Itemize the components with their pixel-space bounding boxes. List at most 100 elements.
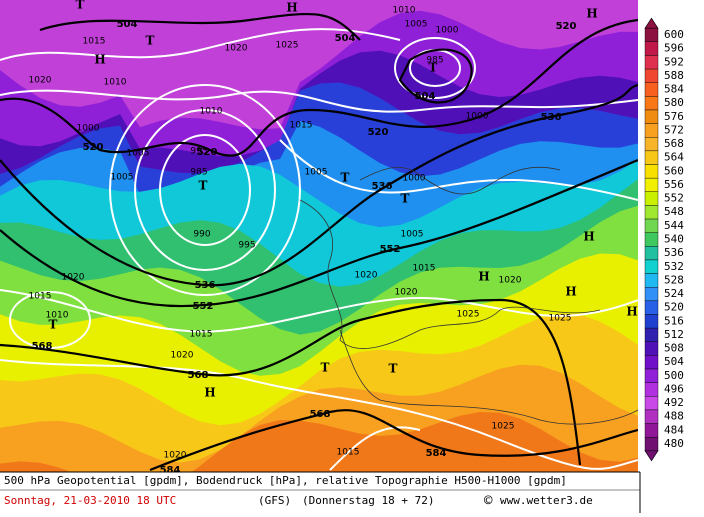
colorbar-cell (644, 355, 659, 370)
colorbar-cell (644, 314, 659, 329)
geopotential-line (0, 83, 638, 287)
colorbar-label: 492 (664, 396, 684, 409)
pressure-center: T (389, 362, 398, 376)
colorbar-cell (644, 68, 659, 83)
isobar (134, 109, 276, 271)
footer-copyright: © (484, 493, 493, 509)
colorbar-label: 544 (664, 219, 684, 232)
colorbar-cell (644, 300, 659, 315)
isobar-label: 1010 (200, 107, 223, 117)
geopotential-line (398, 48, 473, 104)
isobar-label: 1025 (276, 41, 299, 51)
isobar (9, 291, 91, 349)
isobar-label: 1010 (46, 311, 69, 321)
footer-forecast: (Donnerstag 18 + 72) (302, 494, 434, 507)
colorbar-label: 508 (664, 342, 684, 355)
isobar-label: 1020 (355, 271, 378, 281)
isobar-label: 1005 (305, 168, 328, 178)
pressure-center: H (286, 1, 297, 15)
colorbar-cell (644, 41, 659, 56)
isobar-label: 1015 (413, 264, 436, 274)
isobar-label: 1005 (405, 20, 428, 30)
colorbar-cell (644, 191, 659, 206)
isobar (0, 359, 638, 470)
pressure-center: T (76, 0, 85, 12)
pressure-center: T (401, 192, 410, 206)
colorbar-label: 504 (664, 355, 684, 368)
isobar-label: 1000 (466, 112, 489, 122)
isobar-label: 1010 (104, 78, 127, 88)
colorbar-label: 564 (664, 151, 684, 164)
geopotential-label: 552 (193, 301, 214, 312)
geopotential-line (0, 158, 638, 308)
isobar-label: 1025 (492, 422, 515, 432)
colorbar-label: 536 (664, 246, 684, 259)
isobar-label: 1025 (549, 314, 572, 324)
geopotential-label: 504 (335, 33, 356, 44)
coastline (299, 199, 601, 349)
colorbar-label: 532 (664, 260, 684, 273)
height-bands (0, 10, 638, 472)
colorbar-cell (644, 341, 659, 356)
geopotential-label: 520 (83, 142, 104, 153)
pressure-center: H (626, 305, 637, 319)
footer-date: Sonntag, 21-03-2010 18 UTC (4, 494, 176, 507)
geopotential-line (149, 409, 638, 472)
isobar-label: 1005 (127, 149, 150, 159)
geopotential-label: 568 (310, 409, 331, 420)
geopotential-label: 520 (556, 21, 577, 32)
isobar-label: 985 (426, 56, 443, 66)
colorbar-cell (644, 436, 659, 452)
colorbar-cell (644, 327, 659, 342)
colorbar-cell (644, 409, 659, 424)
colorbar-label: 500 (664, 369, 684, 382)
colorbar-cell (644, 396, 659, 411)
colorbar-cap (644, 17, 659, 29)
isobar (0, 28, 401, 61)
isobar-label: 1025 (457, 310, 480, 320)
pressure-center: H (586, 7, 597, 21)
pressure-center: T (49, 318, 58, 332)
isobar-label: 1020 (171, 351, 194, 361)
colorbar-label: 480 (664, 437, 684, 450)
isobar-label: 985 (190, 168, 207, 178)
isobar-label: 1015 (290, 121, 313, 131)
isobar-label: 1015 (83, 37, 106, 47)
pressure-center: T (146, 34, 155, 48)
footer-site: www.wetter3.de (500, 494, 593, 507)
isobar-label: 1015 (337, 448, 360, 458)
pressure-center: H (204, 386, 215, 400)
colorbar-label: 572 (664, 123, 684, 136)
colorbar-label: 592 (664, 55, 684, 68)
isobar-label: 1020 (395, 288, 418, 298)
colorbar-label: 484 (664, 423, 684, 436)
colorbar-cell (644, 259, 659, 274)
geopotential-label: 584 (426, 448, 447, 459)
isobar-label: 1020 (499, 276, 522, 286)
isobar (109, 84, 301, 296)
geopotential-line (39, 12, 361, 41)
footer-description: 500 hPa Geopotential [gpdm], Bodendruck … (4, 474, 567, 487)
colorbar-cell (644, 137, 659, 152)
colorbar-cell (644, 164, 659, 179)
coastlines (299, 166, 638, 425)
colorbar-cell (644, 123, 659, 138)
colorbar-cell (644, 382, 659, 397)
geopotential-label: 536 (372, 181, 393, 192)
isobar-label: 1005 (401, 230, 424, 240)
isobar-label: 995 (190, 147, 207, 157)
geopotential-label: 552 (380, 244, 401, 255)
colorbar-cell (644, 218, 659, 233)
isobar-label: 1000 (77, 124, 100, 134)
colorbar-cell (644, 27, 659, 43)
pressure-center: H (583, 230, 594, 244)
colorbar-label: 540 (664, 233, 684, 246)
isobar-label: 1020 (29, 76, 52, 86)
geopotential-label: 536 (195, 280, 216, 291)
isobar (279, 139, 638, 201)
isobar (0, 89, 638, 113)
colorbar-cap (644, 450, 659, 462)
colorbar-cell (644, 205, 659, 220)
